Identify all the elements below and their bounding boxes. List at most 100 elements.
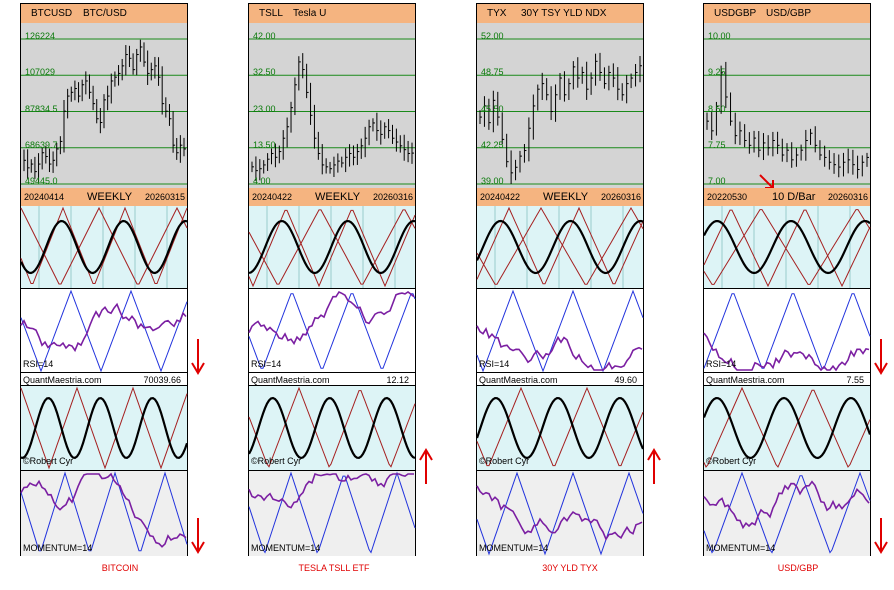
price-level-label: 23.00 [253, 103, 276, 114]
last-value: 12.12 [386, 375, 409, 385]
source-site: QuantMaestria.com [706, 375, 785, 385]
price-level-label: 45.50 [481, 103, 504, 114]
cycle-panel-bottom: ©Robert Cyr [20, 386, 189, 470]
rsi-line [20, 302, 187, 353]
momentum-label: MOMENTUM=14 [23, 543, 93, 553]
source-bar: QuantMaestria.com 49.60 [477, 372, 643, 386]
rsi-chart [248, 290, 416, 369]
price-chart [21, 38, 187, 185]
chart-column-inner: TYX 30Y TSY YLD NDX 52.00 48.75 45.50 42.25 39… [475, 4, 645, 556]
red-triangle-wave [703, 209, 871, 288]
price-level-label: 126224 [25, 31, 56, 41]
momentum-panel: MOMENTUM=14 [703, 470, 871, 556]
cycle-chart-top [20, 206, 188, 288]
price-level-label: 87834.5 [25, 103, 58, 114]
momentum-panel: MOMENTUM=14 [20, 470, 188, 556]
momentum-chart [703, 471, 871, 554]
red-triangle-wave [248, 209, 416, 288]
chart-column-inner: BTCUSD BTC/USD 126224 107029 87834.5 68639.7 4… [20, 4, 189, 556]
instrument-name: 30Y TSY YLD NDX [521, 8, 607, 19]
red-triangle-wave [476, 206, 644, 285]
rsi-chart [476, 289, 644, 373]
chart-column-inner: USDGBP USD/GBP 10.00 9.25 8.50 7.75 7.00 202205… [702, 4, 872, 556]
rsi-panel: RSI=14 [20, 288, 188, 373]
interval-label: WEEKLY [87, 191, 133, 203]
momentum-line [703, 480, 870, 530]
footer-label-tyx: 30Y YLD TYX [542, 563, 598, 573]
price-chart [477, 38, 643, 185]
footer-label-btc: BITCOIN [101, 563, 139, 573]
source-site: QuantMaestria.com [251, 375, 330, 385]
blue-triangle-wave [703, 293, 871, 369]
cycle-chart-top [476, 206, 644, 288]
interval-label: 10 D/Bar [772, 191, 816, 203]
blue-triangle-wave [476, 471, 644, 556]
date-range-bar: 20220530 10 D/Bar 20260316 [704, 188, 870, 206]
momentum-down-arrow-icon [874, 518, 888, 554]
red-triangle-wave [476, 386, 644, 467]
end-date: 20260315 [144, 192, 185, 202]
price-panel: 126224 107029 87834.5 68639.7 49445.0 [21, 23, 187, 188]
cycle-panel-top [248, 206, 416, 288]
price-level-label: 7.00 [708, 176, 726, 186]
black-cycle-wave [20, 396, 189, 460]
rsi-chart [703, 293, 871, 372]
chart-column-btcusd: BTCUSD BTC/USD 126224 107029 87834.5 68639.7 4… [20, 3, 189, 556]
red-triangle-wave [476, 206, 644, 285]
source-bar: QuantMaestria.com 12.12 [249, 372, 415, 386]
rsi-down-arrow-icon [191, 339, 205, 375]
price-panel: 10.00 9.25 8.50 7.75 7.00 [704, 23, 870, 189]
black-cycle-wave [248, 396, 416, 460]
price-level-label: 49445.0 [25, 176, 58, 186]
date-range-bar: 20240422 WEEKLY 20260316 [477, 188, 643, 206]
last-value: 49.60 [614, 375, 637, 385]
momentum-down-arrow-icon [191, 518, 205, 554]
red-triangle-wave [703, 386, 871, 468]
price-level-label: 7.75 [708, 139, 726, 150]
blue-triangle-wave [20, 471, 188, 552]
symbol-label: TSLL [259, 8, 283, 19]
black-cycle-wave [20, 219, 188, 275]
momentum-label: MOMENTUM=14 [479, 543, 549, 553]
copyright-credit: ©Robert Cyr [706, 456, 757, 466]
chart-header: BTCUSD BTC/USD [21, 4, 187, 23]
start-date: 20240414 [24, 192, 65, 202]
rsi-label: RSI=14 [479, 359, 510, 369]
end-date: 20260316 [600, 192, 641, 202]
red-triangle-wave [20, 386, 188, 470]
price-chart [249, 38, 415, 185]
symbol-label: BTCUSD [31, 8, 73, 19]
rsi-down-arrow-icon [874, 339, 888, 375]
cycle-panel-bottom: ©Robert Cyr [475, 386, 645, 470]
momentum-line [476, 485, 643, 541]
end-date: 20260316 [372, 192, 413, 202]
source-site: QuantMaestria.com [23, 375, 102, 385]
footer-label-tsll: TESLA TSLL ETF [298, 563, 370, 573]
momentum-line [248, 472, 414, 509]
chart-column-tyx: TYX 30Y TSY YLD NDX 52.00 48.75 45.50 42.25 39… [475, 3, 645, 556]
chart-column-usdgbp: USDGBP USD/GBP 10.00 9.25 8.50 7.75 7.00 202205… [702, 3, 872, 556]
momentum-line [20, 472, 187, 548]
price-level-label: 9.25 [708, 67, 726, 78]
interval-label: WEEKLY [543, 191, 589, 203]
momentum-label: MOMENTUM=14 [251, 543, 321, 553]
cycle-panel-top [703, 206, 871, 288]
copyright-credit: ©Robert Cyr [251, 456, 302, 466]
price-panel: 42.00 32.50 23.00 13.50 4.00 [249, 23, 415, 188]
symbol-label: TYX [487, 8, 507, 19]
chart-header: TYX 30Y TSY YLD NDX [477, 4, 643, 23]
price-panel: 52.00 48.75 45.50 42.25 39.00 [477, 23, 643, 188]
start-date: 20240422 [252, 192, 293, 202]
cycle-chart-bottom [20, 386, 189, 470]
price-level-label: 10.00 [708, 31, 731, 41]
momentum-chart [20, 471, 188, 552]
black-cycle-wave [703, 220, 871, 275]
last-value: 7.55 [846, 375, 864, 385]
cycle-panel-top [20, 206, 188, 288]
cycle-chart-bottom [475, 386, 645, 467]
chart-header: TSLL Tesla U [249, 4, 415, 23]
rsi-label: RSI=14 [706, 359, 737, 369]
price-level-label: 42.25 [481, 139, 504, 150]
copyright-credit: ©Robert Cyr [479, 456, 530, 466]
price-level-label: 68639.7 [25, 139, 58, 150]
